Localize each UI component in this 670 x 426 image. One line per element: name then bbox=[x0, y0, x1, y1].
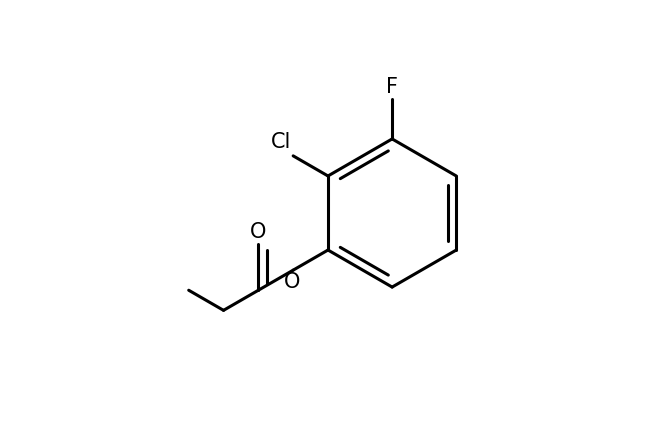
Text: O: O bbox=[284, 272, 301, 292]
Text: O: O bbox=[250, 222, 267, 242]
Text: F: F bbox=[386, 77, 398, 97]
Text: Cl: Cl bbox=[271, 132, 291, 153]
